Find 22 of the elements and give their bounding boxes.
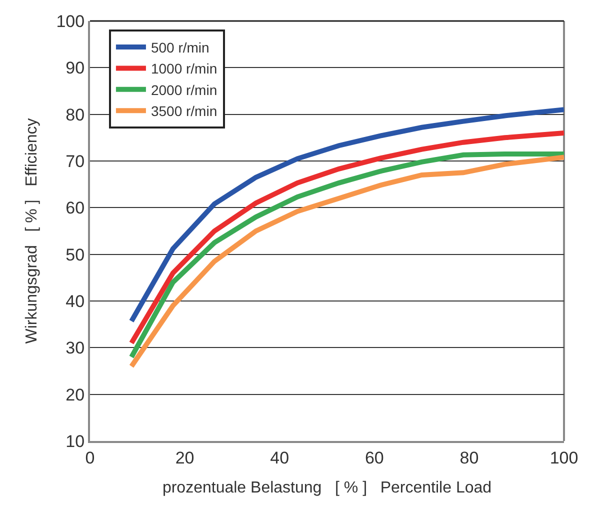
x-tick-label: 80 xyxy=(460,448,479,468)
y-tick-label: 10 xyxy=(66,432,85,451)
x-tick-label: 40 xyxy=(270,448,290,468)
y-tick-label: 100 xyxy=(56,12,85,31)
x-tick-label: 60 xyxy=(364,448,384,468)
legend-label: 2000 r/min xyxy=(150,82,218,98)
y-tick-label: 70 xyxy=(66,152,85,171)
y-tick-label: 80 xyxy=(66,105,85,124)
y-tick-label: 50 xyxy=(66,245,85,264)
x-axis-title: prozentuale Belastung [ % ] Percentile Load xyxy=(162,480,492,497)
y-axis-title: Wirkungsgrad [ % ] Efficiency xyxy=(24,118,41,344)
y-tick-label: 90 xyxy=(66,58,85,78)
x-tick-label: 0 xyxy=(85,448,95,468)
x-tick-label: 100 xyxy=(550,448,578,468)
legend-label: 500 r/min xyxy=(150,39,210,56)
y-tick-label: 40 xyxy=(66,292,85,311)
legend-label: 1000 r/min xyxy=(150,60,218,77)
x-tick-label: 20 xyxy=(175,448,194,468)
y-tick-label: 60 xyxy=(66,198,85,218)
legend-label: 3500 r/min xyxy=(150,103,218,120)
y-tick-label: 20 xyxy=(66,385,85,404)
y-tick-label: 30 xyxy=(66,338,85,358)
